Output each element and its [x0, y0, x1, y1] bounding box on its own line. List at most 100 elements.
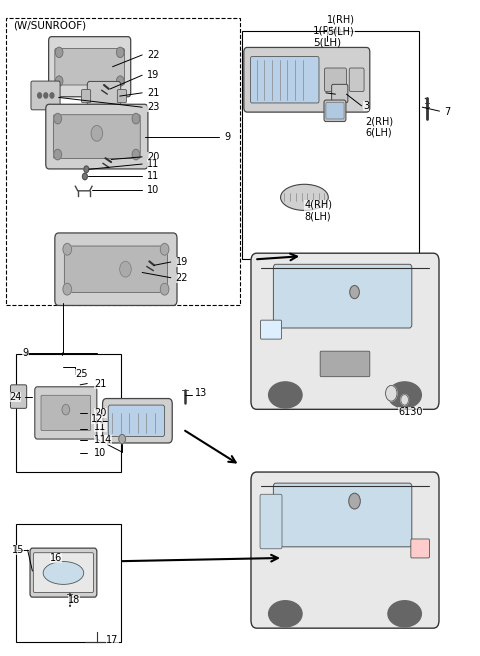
- FancyBboxPatch shape: [244, 47, 370, 112]
- Text: (W/SUNROOF): (W/SUNROOF): [13, 21, 86, 31]
- FancyBboxPatch shape: [41, 396, 91, 430]
- FancyBboxPatch shape: [35, 387, 97, 439]
- FancyBboxPatch shape: [55, 49, 124, 85]
- FancyBboxPatch shape: [349, 68, 364, 92]
- Circle shape: [55, 76, 63, 87]
- FancyBboxPatch shape: [274, 264, 412, 328]
- Circle shape: [116, 47, 124, 58]
- FancyBboxPatch shape: [274, 483, 412, 547]
- Text: 15: 15: [12, 545, 24, 555]
- Bar: [16, 354, 120, 472]
- Text: 16: 16: [50, 553, 62, 563]
- FancyBboxPatch shape: [320, 351, 370, 377]
- FancyBboxPatch shape: [251, 56, 319, 103]
- FancyBboxPatch shape: [261, 320, 281, 339]
- Ellipse shape: [269, 601, 302, 627]
- Circle shape: [44, 93, 48, 98]
- Circle shape: [55, 47, 63, 58]
- Circle shape: [160, 283, 169, 295]
- FancyBboxPatch shape: [411, 539, 430, 558]
- Text: 4(RH)
8(LH): 4(RH) 8(LH): [304, 199, 333, 221]
- FancyBboxPatch shape: [30, 548, 97, 597]
- Circle shape: [132, 113, 140, 124]
- FancyBboxPatch shape: [324, 68, 347, 92]
- FancyBboxPatch shape: [64, 246, 168, 293]
- FancyBboxPatch shape: [260, 494, 282, 549]
- FancyBboxPatch shape: [34, 553, 94, 592]
- FancyBboxPatch shape: [108, 405, 165, 436]
- FancyBboxPatch shape: [55, 233, 177, 306]
- FancyBboxPatch shape: [326, 102, 344, 119]
- Text: 11: 11: [147, 171, 159, 182]
- Bar: [16, 524, 120, 642]
- Text: 22: 22: [147, 50, 159, 60]
- Circle shape: [50, 93, 54, 98]
- Circle shape: [349, 493, 360, 509]
- Text: 6130: 6130: [398, 407, 423, 417]
- Text: 11: 11: [95, 436, 107, 445]
- Circle shape: [116, 76, 124, 87]
- Circle shape: [83, 173, 87, 180]
- Text: 22: 22: [176, 273, 188, 283]
- Ellipse shape: [43, 562, 84, 584]
- Text: 10: 10: [95, 449, 107, 459]
- Text: 10: 10: [147, 184, 159, 195]
- Text: 11: 11: [95, 422, 107, 432]
- Bar: [6, 18, 240, 305]
- FancyBboxPatch shape: [46, 104, 148, 169]
- Text: 7: 7: [444, 108, 450, 117]
- Circle shape: [385, 386, 397, 401]
- Circle shape: [91, 125, 103, 141]
- Circle shape: [350, 285, 360, 298]
- Circle shape: [54, 150, 61, 160]
- Bar: [242, 31, 419, 259]
- Text: 21: 21: [147, 88, 159, 98]
- FancyBboxPatch shape: [87, 81, 120, 111]
- Text: 9: 9: [224, 132, 230, 142]
- Text: 21: 21: [95, 379, 107, 388]
- Text: 11: 11: [147, 159, 159, 169]
- FancyBboxPatch shape: [324, 100, 346, 121]
- Circle shape: [84, 166, 89, 173]
- Text: 19: 19: [176, 257, 188, 267]
- Circle shape: [401, 395, 408, 405]
- FancyBboxPatch shape: [82, 90, 91, 102]
- Text: 14: 14: [100, 436, 112, 445]
- FancyBboxPatch shape: [53, 115, 140, 159]
- Text: 3: 3: [363, 101, 369, 111]
- Ellipse shape: [269, 382, 302, 408]
- Circle shape: [132, 150, 140, 160]
- Text: 25: 25: [75, 369, 88, 379]
- FancyBboxPatch shape: [103, 399, 172, 443]
- FancyBboxPatch shape: [332, 85, 348, 102]
- Text: 13: 13: [195, 388, 207, 398]
- Text: 1(RH)
5(LH): 1(RH) 5(LH): [327, 14, 355, 36]
- Text: 18: 18: [68, 596, 81, 605]
- FancyBboxPatch shape: [117, 90, 126, 102]
- Text: 23: 23: [147, 102, 159, 112]
- FancyBboxPatch shape: [11, 385, 27, 408]
- Text: 24: 24: [9, 392, 22, 401]
- Text: 17: 17: [107, 635, 119, 646]
- Circle shape: [63, 283, 72, 295]
- Ellipse shape: [388, 601, 421, 627]
- Circle shape: [160, 243, 169, 255]
- Text: 20: 20: [147, 152, 159, 162]
- Text: 12: 12: [91, 415, 103, 424]
- Text: 19: 19: [147, 70, 159, 80]
- Circle shape: [120, 261, 131, 277]
- FancyBboxPatch shape: [251, 472, 439, 628]
- Text: 20: 20: [95, 408, 107, 418]
- Text: 1(RH)
5(LH): 1(RH) 5(LH): [312, 26, 342, 47]
- FancyBboxPatch shape: [48, 37, 131, 96]
- Circle shape: [119, 434, 125, 443]
- Ellipse shape: [281, 184, 328, 211]
- FancyBboxPatch shape: [31, 81, 60, 110]
- Ellipse shape: [388, 382, 421, 408]
- Circle shape: [63, 243, 72, 255]
- Text: 9: 9: [23, 348, 28, 358]
- Circle shape: [54, 113, 61, 124]
- Circle shape: [37, 93, 41, 98]
- Text: 2(RH)
6(LH): 2(RH) 6(LH): [365, 116, 394, 138]
- FancyBboxPatch shape: [251, 253, 439, 409]
